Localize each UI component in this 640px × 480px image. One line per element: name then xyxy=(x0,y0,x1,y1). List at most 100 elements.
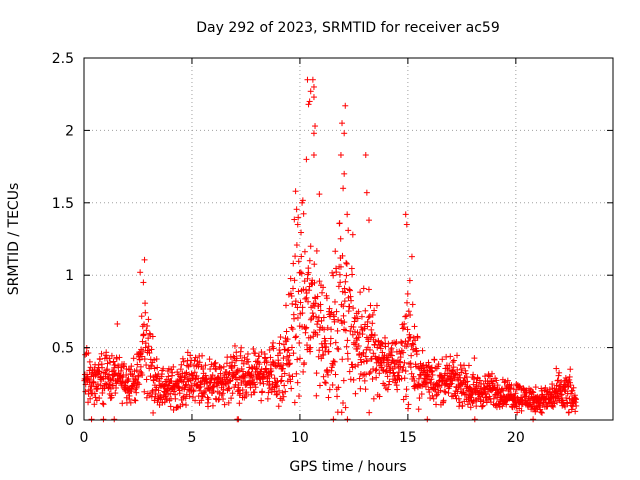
data-point xyxy=(305,269,312,276)
data-point xyxy=(450,357,457,364)
data-point xyxy=(352,390,359,397)
data-point xyxy=(539,409,546,416)
data-point xyxy=(87,364,94,371)
data-point xyxy=(572,408,579,415)
data-point xyxy=(190,387,197,394)
data-point xyxy=(358,313,365,320)
data-point xyxy=(229,359,236,366)
data-point xyxy=(553,382,560,389)
data-point xyxy=(367,302,374,309)
data-point xyxy=(140,279,147,286)
data-point xyxy=(401,320,408,327)
data-point xyxy=(402,393,409,400)
data-point xyxy=(362,386,369,393)
data-point xyxy=(452,370,459,377)
data-point xyxy=(84,371,91,378)
data-point xyxy=(253,364,260,371)
data-point xyxy=(471,416,478,423)
data-point xyxy=(96,368,103,375)
data-point xyxy=(97,382,104,389)
data-point xyxy=(392,340,399,347)
data-point xyxy=(385,354,392,361)
data-point xyxy=(368,332,375,339)
data-point xyxy=(390,369,397,376)
data-point xyxy=(439,356,446,363)
data-point xyxy=(330,416,337,423)
data-point xyxy=(479,390,486,397)
data-point xyxy=(346,368,353,375)
data-point xyxy=(334,327,341,334)
data-point xyxy=(276,347,283,354)
data-point xyxy=(341,130,348,137)
data-point xyxy=(135,372,142,379)
data-point xyxy=(96,356,103,363)
data-point xyxy=(235,416,242,423)
data-point xyxy=(352,363,359,370)
data-point xyxy=(316,382,323,389)
data-point xyxy=(307,243,314,250)
data-point xyxy=(433,392,440,399)
data-point xyxy=(537,409,544,416)
data-point xyxy=(291,399,298,406)
data-point xyxy=(384,357,391,364)
data-point xyxy=(321,340,328,347)
data-point xyxy=(288,344,295,351)
data-point xyxy=(202,362,209,369)
data-point xyxy=(289,326,296,333)
data-point xyxy=(136,381,143,388)
data-point xyxy=(191,369,198,376)
data-point xyxy=(501,379,508,386)
data-point xyxy=(147,373,154,380)
data-point xyxy=(176,384,183,391)
data-point xyxy=(341,319,348,326)
data-point xyxy=(380,359,387,366)
data-point xyxy=(512,390,519,397)
data-point xyxy=(290,260,297,267)
data-point xyxy=(179,401,186,408)
data-point xyxy=(293,242,300,249)
y-tick-label: 2 xyxy=(65,123,74,139)
data-point xyxy=(275,403,282,410)
data-point xyxy=(565,409,572,416)
data-point xyxy=(206,356,213,363)
y-tick-label: 1.5 xyxy=(52,196,74,212)
data-point xyxy=(142,300,149,307)
data-point xyxy=(139,372,146,379)
data-point xyxy=(104,360,111,367)
data-point xyxy=(91,390,98,397)
data-point xyxy=(363,189,370,196)
data-point xyxy=(402,313,409,320)
data-point xyxy=(316,191,323,198)
data-point xyxy=(277,334,284,341)
data-point xyxy=(231,362,238,369)
data-point xyxy=(215,396,222,403)
data-point xyxy=(400,364,407,371)
data-point xyxy=(279,389,286,396)
data-point xyxy=(141,356,148,363)
data-point xyxy=(329,381,336,388)
data-point xyxy=(96,395,103,402)
data-point xyxy=(344,355,351,362)
data-point xyxy=(170,363,177,370)
data-point xyxy=(322,337,329,344)
data-point xyxy=(405,337,412,344)
data-point xyxy=(341,170,348,177)
data-point xyxy=(287,378,294,385)
data-point xyxy=(551,400,558,407)
data-point xyxy=(402,211,409,218)
data-point xyxy=(399,367,406,374)
data-point xyxy=(286,372,293,379)
data-point xyxy=(347,293,354,300)
data-point xyxy=(225,371,232,378)
data-point xyxy=(382,368,389,375)
data-point xyxy=(184,362,191,369)
data-point xyxy=(276,387,283,394)
data-point xyxy=(234,368,241,375)
data-point xyxy=(340,185,347,192)
data-point xyxy=(132,397,139,404)
data-point xyxy=(240,360,247,367)
data-point xyxy=(161,399,168,406)
data-point xyxy=(477,396,484,403)
data-point xyxy=(277,350,284,357)
data-point xyxy=(331,358,338,365)
